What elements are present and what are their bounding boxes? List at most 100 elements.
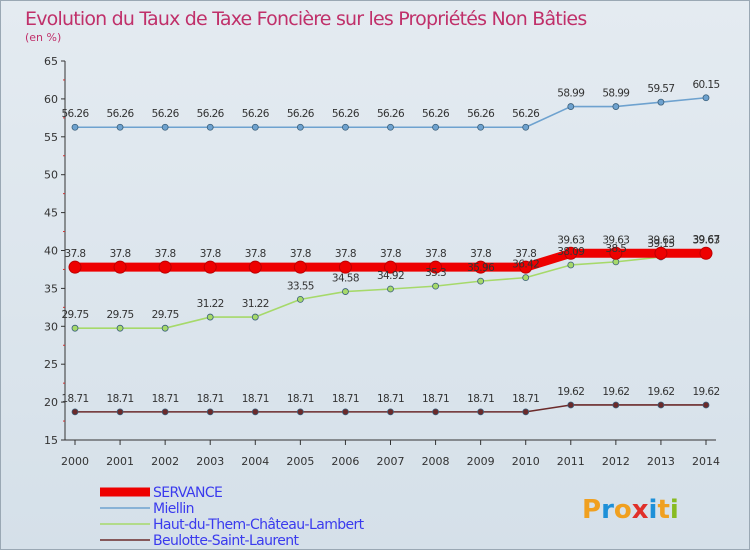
data-label-miellin: 56.26 [107, 108, 135, 120]
x-tick-label: 2004 [241, 455, 269, 468]
data-point-servance [384, 260, 397, 274]
data-label-miellin: 56.26 [467, 108, 495, 120]
data-label-servance: 37.8 [200, 248, 221, 260]
data-label-haut-du-them-ch-teau-lambert: 36.42 [512, 259, 539, 271]
data-point-haut-du-them-ch-teau-lambert [567, 261, 575, 269]
data-label-beulotte-saint-laurent: 18.71 [107, 393, 134, 405]
y-tick-label: 35 [44, 282, 58, 295]
data-point-miellin [432, 123, 439, 131]
x-tick-label: 2012 [602, 455, 630, 468]
data-point-miellin [387, 123, 394, 131]
data-point-miellin [206, 123, 214, 131]
data-label-beulotte-saint-laurent: 19.62 [602, 386, 629, 398]
data-point-miellin [702, 94, 710, 102]
data-label-servance: 39.63 [557, 234, 584, 246]
x-tick-label: 2008 [422, 455, 450, 468]
data-point-servance [699, 246, 713, 260]
x-tick-label: 2005 [286, 455, 314, 468]
data-label-haut-du-them-ch-teau-lambert: 39.67 [692, 234, 719, 246]
data-point-servance [609, 246, 623, 260]
data-point-haut-du-them-ch-teau-lambert [296, 295, 304, 303]
data-point-haut-du-them-ch-teau-lambert [522, 274, 530, 282]
data-point-servance [293, 260, 307, 274]
data-label-haut-du-them-ch-teau-lambert: 38.5 [605, 243, 626, 255]
data-point-haut-du-them-ch-teau-lambert [71, 324, 79, 332]
data-label-beulotte-saint-laurent: 18.71 [242, 393, 269, 405]
data-label-servance: 37.8 [245, 248, 266, 260]
data-label-miellin: 58.99 [602, 88, 629, 100]
data-label-servance: 39.63 [647, 234, 674, 246]
x-tick-label: 2003 [196, 455, 224, 468]
legend-label-haut-du-them-ch-teau-lambert: Haut-du-Them-Château-Lambert [153, 517, 365, 533]
data-point-haut-du-them-ch-teau-lambert [206, 313, 214, 321]
y-tick-label: 25 [44, 358, 58, 371]
proxiti-logo: Proxiti [582, 495, 679, 525]
data-label-miellin: 56.26 [61, 108, 89, 120]
data-point-miellin [71, 123, 79, 131]
data-label-haut-du-them-ch-teau-lambert: 34.58 [332, 273, 359, 285]
legend-label-miellin: Miellin [153, 501, 194, 517]
data-label-beulotte-saint-laurent: 18.71 [61, 393, 88, 405]
data-label-servance: 39.63 [602, 234, 629, 246]
data-label-miellin: 59.57 [647, 83, 674, 95]
data-point-servance [474, 260, 488, 274]
data-label-miellin: 58.99 [557, 88, 584, 100]
data-label-haut-du-them-ch-teau-lambert: 29.75 [152, 309, 179, 321]
legend-label-beulotte-saint-laurent: Beulotte-Saint-Laurent [153, 533, 300, 549]
data-label-miellin: 56.26 [332, 108, 360, 120]
data-label-haut-du-them-ch-teau-lambert: 31.22 [197, 298, 224, 310]
data-point-servance [113, 260, 127, 274]
data-label-servance: 37.8 [155, 248, 176, 260]
x-tick-label: 2000 [61, 455, 89, 468]
data-label-haut-du-them-ch-teau-lambert: 29.75 [107, 309, 134, 321]
data-point-miellin [116, 123, 124, 131]
data-label-haut-du-them-ch-teau-lambert: 38.09 [557, 246, 584, 258]
y-tick-label: 50 [44, 169, 58, 182]
data-label-haut-du-them-ch-teau-lambert: 33.55 [287, 280, 314, 292]
data-point-beulotte-saint-laurent [251, 408, 259, 416]
data-label-servance: 37.8 [425, 248, 446, 260]
data-point-servance [338, 260, 352, 274]
y-tick-label: 40 [44, 245, 58, 258]
data-point-miellin [251, 123, 259, 131]
data-label-servance: 37.8 [110, 248, 131, 260]
data-label-beulotte-saint-laurent: 19.62 [647, 386, 674, 398]
data-point-beulotte-saint-laurent [477, 408, 485, 416]
data-label-miellin: 56.26 [422, 108, 450, 120]
data-point-servance [248, 260, 262, 274]
data-label-servance: 39.63 [692, 234, 719, 246]
data-label-servance: 37.8 [65, 248, 86, 260]
data-label-miellin: 56.26 [512, 108, 540, 120]
data-point-beulotte-saint-laurent [116, 408, 124, 416]
data-point-beulotte-saint-laurent [567, 401, 575, 409]
x-tick-label: 2001 [106, 455, 134, 468]
data-point-beulotte-saint-laurent [432, 408, 439, 416]
data-point-miellin [477, 123, 485, 131]
y-tick-label: 65 [44, 55, 58, 68]
data-point-miellin [342, 123, 349, 131]
data-label-miellin: 56.26 [152, 108, 180, 120]
data-point-servance [429, 260, 443, 274]
data-label-haut-du-them-ch-teau-lambert: 35.3 [425, 267, 446, 279]
data-point-haut-du-them-ch-teau-lambert [477, 277, 485, 285]
data-point-servance [203, 260, 217, 274]
data-label-servance: 37.8 [515, 248, 536, 260]
data-point-miellin [612, 103, 620, 110]
data-label-haut-du-them-ch-teau-lambert: 35.96 [467, 262, 495, 274]
data-point-beulotte-saint-laurent [657, 401, 665, 409]
data-point-beulotte-saint-laurent [296, 408, 304, 416]
data-point-miellin [296, 123, 304, 131]
data-point-beulotte-saint-laurent [206, 408, 214, 416]
data-point-miellin [161, 123, 169, 131]
data-point-beulotte-saint-laurent [387, 408, 394, 416]
data-point-servance [564, 246, 578, 260]
data-label-beulotte-saint-laurent: 18.71 [467, 393, 494, 405]
data-label-servance: 37.8 [290, 248, 311, 260]
legend-label-servance: SERVANCE [153, 485, 222, 501]
y-tick-label: 30 [44, 320, 58, 333]
data-label-haut-du-them-ch-teau-lambert: 29.75 [61, 309, 88, 321]
data-label-beulotte-saint-laurent: 19.62 [692, 386, 719, 398]
data-label-miellin: 56.26 [197, 108, 225, 120]
data-point-servance [654, 246, 668, 260]
